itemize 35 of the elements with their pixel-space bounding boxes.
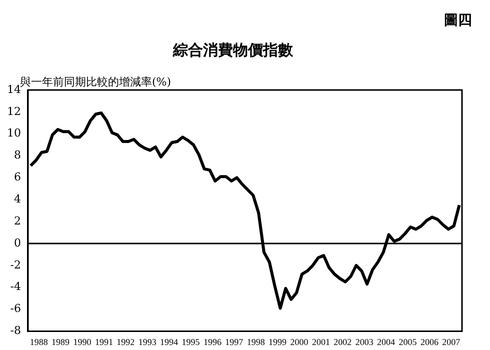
x-tick-label: 2002: [334, 336, 352, 347]
x-tick-label: 1995: [182, 336, 200, 347]
x-tick-label: 1994: [160, 336, 179, 347]
x-tick-label: 2001: [312, 336, 330, 347]
x-tick-label: 1991: [94, 336, 113, 347]
y-tick-label: 4: [14, 192, 21, 206]
x-tick-label: 1988: [30, 336, 48, 347]
y-tick-label: -8: [10, 324, 21, 338]
x-tick-label: 2004: [377, 336, 396, 347]
y-tick-label: 12: [6, 104, 21, 118]
x-tick-label: 1992: [116, 336, 135, 347]
x-tick-label: 1998: [246, 336, 266, 347]
y-tick-label: -2: [10, 258, 21, 272]
y-tick-label: 2: [14, 214, 21, 228]
y-tick-label: -6: [10, 302, 21, 316]
x-tick-label: 2006: [420, 336, 439, 347]
x-tick-label: 1999: [268, 336, 288, 347]
y-tick-label: -4: [10, 280, 21, 294]
x-tick-label: 2007: [442, 336, 461, 347]
y-tick-label: 10: [6, 126, 21, 140]
y-tick-label: 6: [14, 170, 21, 184]
y-tick-label: 0: [14, 236, 21, 250]
x-tick-label: 2003: [355, 336, 374, 347]
text: 圖四: [444, 12, 472, 29]
x-tick-label: 1993: [138, 336, 157, 347]
x-tick-label: 1989: [52, 336, 70, 347]
chart-title: 綜合消費物價指數: [172, 40, 294, 59]
x-tick-label: 1990: [73, 336, 92, 347]
y-tick-label: 8: [14, 148, 21, 162]
x-tick-label: 1997: [225, 336, 244, 347]
x-tick-label: 2000: [290, 336, 309, 347]
x-tick-label: 1996: [203, 336, 222, 347]
x-tick-label: 2005: [398, 336, 418, 347]
y-axis-title: 與一年前同期比較的增減率(%): [20, 75, 172, 88]
y-tick-label: 14: [6, 82, 21, 96]
